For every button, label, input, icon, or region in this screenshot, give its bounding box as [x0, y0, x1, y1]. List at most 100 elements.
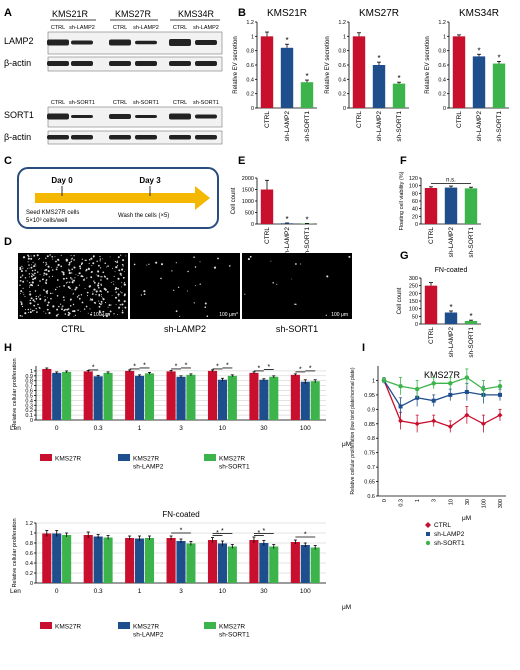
cell-dot: [148, 264, 149, 265]
cell-dot: [56, 309, 58, 311]
cell-dot: [124, 282, 125, 283]
microscopy-sort1: [242, 253, 352, 319]
y-axis-label: Relative EV secretion: [233, 36, 239, 93]
cell-dot: [31, 255, 32, 256]
cell-dot: [72, 282, 74, 284]
cell-dot: [69, 282, 70, 283]
cell-dot: [44, 270, 45, 271]
y-tick-label: 0.8: [246, 49, 254, 55]
y-tick-label: 1.2: [25, 521, 33, 527]
cell-dot: [52, 276, 53, 277]
cell-dot: [250, 256, 252, 258]
cell-dot: [194, 302, 195, 303]
band-bactin: [47, 135, 69, 140]
blot-label-sort1: SORT1: [4, 110, 34, 120]
cell-dot: [45, 269, 47, 271]
bar: [445, 188, 457, 224]
significance-star: *: [304, 532, 307, 539]
cell-dot: [214, 267, 216, 269]
y-tick-label: 50: [412, 314, 418, 320]
cell-dot: [50, 293, 52, 295]
y-tick-label: 0.6: [438, 63, 446, 69]
cell-dot: [21, 270, 23, 272]
cell-dot: [111, 305, 112, 306]
cell-dot: [80, 268, 82, 270]
significance-star: *: [377, 54, 380, 63]
bar: [94, 376, 103, 420]
cell-dot: [121, 303, 123, 305]
cell-dot: [176, 262, 177, 263]
cell-dot: [50, 298, 52, 300]
cell-dot: [91, 265, 92, 266]
cell-dot: [193, 256, 195, 258]
cell-dot: [121, 282, 122, 283]
band-bactin: [135, 61, 157, 66]
cell-dot: [57, 279, 59, 281]
cell-dot: [141, 294, 142, 295]
cell-dot: [195, 285, 196, 286]
bar: [167, 371, 176, 420]
bar: [228, 547, 237, 584]
cell-dot: [88, 313, 89, 314]
panel-c-letter: C: [4, 155, 12, 167]
y-tick-label: 0.2: [246, 92, 254, 98]
x-tick-label: 10: [219, 425, 227, 432]
cell-dot: [86, 269, 88, 271]
bar: [52, 373, 61, 420]
cell-dot: [96, 274, 97, 275]
y-tick-label: 0.4: [25, 561, 33, 567]
bar: [281, 48, 293, 108]
cell-dot: [45, 273, 47, 275]
cell-dot: [52, 259, 53, 260]
cell-dot: [38, 285, 39, 286]
y-tick-label: 60: [412, 199, 418, 205]
x-tick-label: CTRL: [428, 227, 435, 244]
cell-dot: [121, 269, 123, 271]
cell-dot: [73, 294, 74, 295]
cell-dot: [115, 297, 117, 299]
cell-dot: [118, 269, 120, 271]
cell-dot: [66, 282, 67, 283]
cell-dot: [124, 300, 126, 302]
cell-dot: [124, 283, 125, 284]
cell-dot: [90, 298, 91, 299]
day3-label: Day 3: [139, 176, 161, 185]
bar: [269, 377, 278, 420]
cell-dot: [176, 310, 178, 312]
x-tick-label: 0.3: [94, 588, 103, 595]
cell-dot: [30, 311, 32, 313]
cell-dot: [100, 284, 102, 286]
cell-dot: [77, 275, 78, 276]
cell-dot: [100, 304, 102, 306]
cell-dot: [117, 288, 119, 290]
bar: [228, 376, 237, 420]
data-point: [465, 390, 469, 394]
cell-dot: [35, 277, 36, 278]
y-tick-label: 0.7: [367, 465, 375, 471]
cell-dot: [23, 292, 24, 293]
cell-dot: [62, 307, 63, 308]
cell-dot: [32, 310, 34, 312]
y-tick-label: 0.2: [338, 92, 346, 98]
cell-dot: [84, 308, 85, 309]
cell-dot: [89, 285, 91, 287]
cell-dot: [116, 261, 118, 263]
cell-dot: [32, 270, 33, 271]
cell-dot: [61, 255, 62, 256]
cell-dot: [57, 295, 59, 297]
x-tick-label: 30: [260, 588, 268, 595]
cell-dot: [43, 289, 45, 291]
cell-dot: [102, 258, 103, 259]
cell-dot: [74, 316, 75, 317]
chart-title: FN-coated: [162, 510, 199, 519]
cell-dot: [122, 308, 123, 309]
cell-dot: [32, 282, 33, 283]
panel-a-letter: A: [4, 7, 12, 19]
cell-dot: [20, 280, 21, 281]
